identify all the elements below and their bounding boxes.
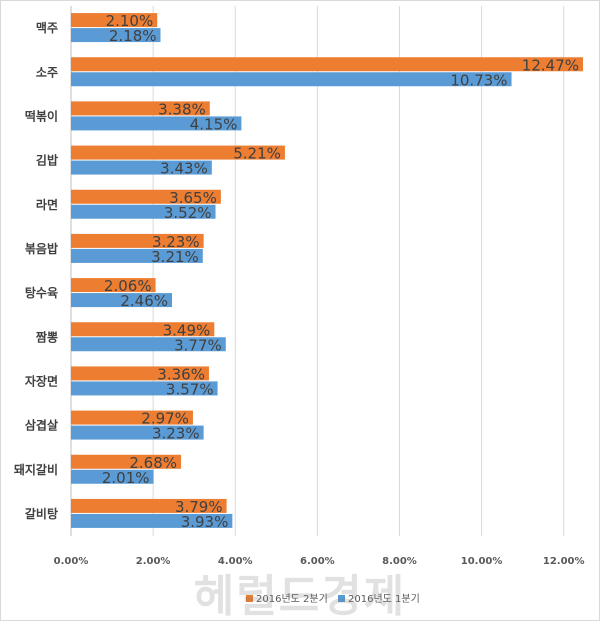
bar [71, 337, 226, 352]
bar [71, 72, 512, 87]
category-label: 자장면 [25, 373, 58, 388]
legend-label: 2016년도 1분기 [348, 593, 420, 605]
gridlines [70, 6, 565, 536]
bar [71, 293, 173, 308]
bar [71, 248, 203, 263]
legend: 2016년도 2분기 2016년도 1분기 [246, 593, 420, 605]
data-label: 3.23% [152, 425, 200, 443]
bar [71, 160, 212, 175]
data-labels: 2.10%2.18% 12.47% 10.73% 3.38%4.15% 5.21% 3.4… [102, 12, 579, 531]
category-label: 짬뽕 [36, 329, 58, 344]
bar [71, 57, 583, 72]
bar [71, 381, 218, 396]
category-label: 떡볶이 [25, 108, 58, 123]
bar [71, 204, 216, 219]
data-label: 3.79% [175, 498, 223, 516]
category-label: 돼지갈비 [14, 462, 58, 477]
data-label: 2.97% [141, 410, 189, 428]
category-label: 소주 [36, 65, 58, 79]
bar [71, 410, 193, 425]
data-label: 5.21% [233, 145, 281, 163]
x-tick-label: 8.00% [382, 556, 417, 567]
category-label: 라면 [36, 197, 58, 212]
bar [71, 513, 233, 528]
bar [71, 101, 210, 116]
x-tick-labels: 0.00% 2.00% 4.00% 6.00% 8.00% 10.00% 12.00% [54, 556, 585, 567]
data-label: 3.93% [181, 513, 229, 531]
bar [71, 498, 227, 513]
category-label: 맥주 [36, 20, 58, 35]
x-tick-label: 2.00% [136, 556, 171, 567]
data-label: 2.06% [104, 277, 152, 295]
data-label: 2.46% [120, 292, 168, 310]
bar [71, 13, 158, 28]
bar [71, 233, 204, 248]
data-label: 3.38% [158, 100, 206, 118]
category-label: 김밥 [36, 153, 58, 168]
data-label: 2.18% [109, 27, 157, 45]
data-label: 3.43% [160, 160, 208, 178]
data-label: 2.68% [129, 454, 177, 472]
bar [71, 145, 285, 160]
legend-swatch [246, 595, 253, 602]
data-label: 10.73% [450, 71, 507, 89]
x-tick-label: 10.00% [461, 556, 503, 567]
bar [71, 469, 154, 484]
bar [71, 322, 215, 337]
data-label: 2.10% [106, 12, 154, 30]
bar [71, 189, 221, 204]
legend-label: 2016년도 2분기 [256, 593, 328, 605]
data-label: 3.57% [166, 380, 214, 398]
legend-swatch [338, 595, 345, 602]
x-tick-label: 4.00% [218, 556, 253, 567]
category-label: 탕수육 [25, 285, 58, 300]
data-label: 3.77% [174, 336, 222, 354]
bar [71, 366, 209, 381]
bar [71, 425, 204, 440]
data-label: 3.21% [151, 248, 199, 266]
x-tick-label: 12.00% [543, 556, 585, 567]
data-label: 4.15% [190, 115, 238, 133]
data-label: 3.36% [157, 365, 205, 383]
category-label: 갈비탕 [25, 506, 58, 521]
data-label: 3.65% [169, 189, 217, 207]
bars [71, 13, 583, 528]
data-label: 3.49% [163, 321, 211, 339]
data-label: 2.01% [102, 469, 150, 487]
category-label: 볶음밥 [25, 241, 58, 256]
data-label: 3.23% [152, 233, 200, 251]
data-label: 12.47% [522, 56, 579, 74]
bar [71, 278, 156, 293]
x-tick-label: 6.00% [300, 556, 335, 567]
x-tick-label: 0.00% [54, 556, 89, 567]
data-label: 3.52% [164, 204, 212, 222]
bar [71, 454, 182, 469]
bar [71, 28, 161, 43]
category-label: 삼겹살 [25, 418, 58, 433]
bar [71, 116, 242, 131]
